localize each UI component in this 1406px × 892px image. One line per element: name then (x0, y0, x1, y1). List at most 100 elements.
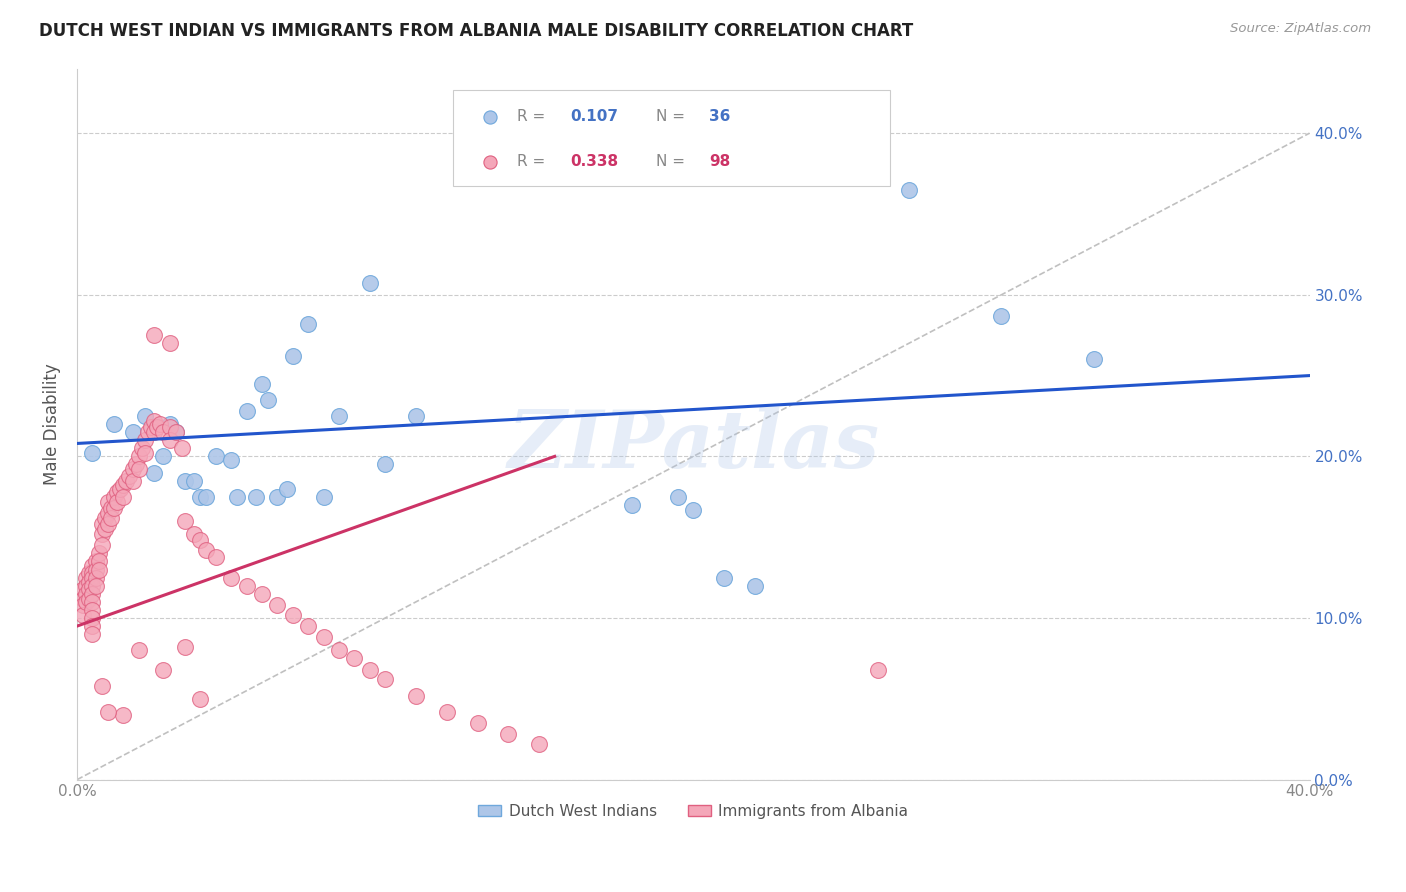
Point (898, 183, 921, 197)
Point (359, 277, 381, 291)
Point (100, 510, 122, 524)
Point (170, 442, 193, 456)
Point (131, 442, 153, 456)
Point (112, 490, 135, 504)
Point (75, 579, 97, 593)
Text: 0.107: 0.107 (569, 109, 619, 124)
Point (266, 598, 288, 612)
Point (328, 643, 350, 657)
Point (467, 716, 489, 731)
Point (666, 490, 689, 504)
Point (620, 498, 643, 512)
Point (165, 425, 187, 439)
Point (82, 603, 104, 617)
Point (159, 420, 181, 434)
Point (374, 458, 396, 472)
Point (143, 328, 166, 343)
Point (79, 566, 101, 580)
Point (87, 562, 110, 576)
Point (90, 538, 112, 552)
Point (868, 663, 890, 677)
Point (245, 490, 267, 504)
Text: Source: ZipAtlas.com: Source: ZipAtlas.com (1230, 22, 1371, 36)
Point (195, 543, 218, 558)
Point (84, 579, 107, 593)
Legend: Dutch West Indians, Immigrants from Albania: Dutch West Indians, Immigrants from Alba… (472, 798, 914, 825)
Point (82, 627, 104, 641)
Point (82, 619, 104, 633)
Point (105, 485, 128, 500)
Point (103, 501, 125, 516)
Point (134, 434, 156, 448)
Point (297, 619, 319, 633)
Point (149, 417, 172, 431)
Point (87, 546, 110, 560)
Point (436, 705, 458, 719)
Text: 36: 36 (710, 109, 731, 124)
Point (152, 425, 174, 439)
Text: N =: N = (657, 109, 690, 124)
Text: ZIPatlas: ZIPatlas (508, 407, 879, 484)
Point (128, 462, 150, 476)
Point (79, 582, 101, 596)
Point (159, 336, 181, 351)
Point (405, 409, 427, 423)
Point (84, 571, 107, 585)
Point (87, 554, 110, 568)
Text: 98: 98 (710, 154, 731, 169)
Point (235, 579, 257, 593)
Point (97, 506, 120, 520)
Point (405, 689, 427, 703)
Point (188, 533, 211, 548)
Point (90, 527, 112, 541)
Point (219, 571, 242, 585)
Point (134, 446, 156, 460)
Point (72, 607, 94, 622)
Point (75, 587, 97, 601)
Point (72, 582, 94, 596)
Point (312, 631, 335, 645)
Point (297, 317, 319, 331)
Point (128, 643, 150, 657)
Point (143, 414, 166, 428)
Point (105, 494, 128, 508)
Point (226, 490, 249, 504)
Point (250, 587, 273, 601)
Point (165, 425, 187, 439)
Point (374, 673, 396, 687)
Point (82, 595, 104, 609)
Point (159, 417, 181, 431)
Point (112, 478, 135, 492)
Point (121, 474, 143, 488)
Point (134, 409, 156, 423)
Text: 0.338: 0.338 (569, 154, 619, 169)
Text: R =: R = (517, 154, 550, 169)
Point (82, 559, 104, 574)
Point (250, 376, 273, 391)
Point (121, 462, 143, 476)
Point (152, 450, 174, 464)
Point (990, 309, 1012, 323)
Point (188, 490, 211, 504)
Point (266, 490, 288, 504)
Point (143, 425, 166, 439)
Point (312, 490, 335, 504)
Point (328, 409, 350, 423)
Y-axis label: Male Disability: Male Disability (44, 363, 60, 485)
Text: DUTCH WEST INDIAN VS IMMIGRANTS FROM ALBANIA MALE DISABILITY CORRELATION CHART: DUTCH WEST INDIAN VS IMMIGRANTS FROM ALB… (39, 22, 914, 40)
Point (276, 482, 298, 496)
Point (90, 517, 112, 532)
Point (97, 494, 120, 508)
Point (118, 468, 141, 483)
Point (139, 420, 162, 434)
Point (143, 466, 166, 480)
Point (195, 490, 218, 504)
Point (744, 579, 766, 593)
Text: N =: N = (657, 154, 690, 169)
Point (84, 562, 107, 576)
Point (82, 446, 104, 460)
Point (281, 607, 304, 622)
Point (82, 566, 104, 580)
Point (136, 425, 159, 439)
Point (128, 450, 150, 464)
